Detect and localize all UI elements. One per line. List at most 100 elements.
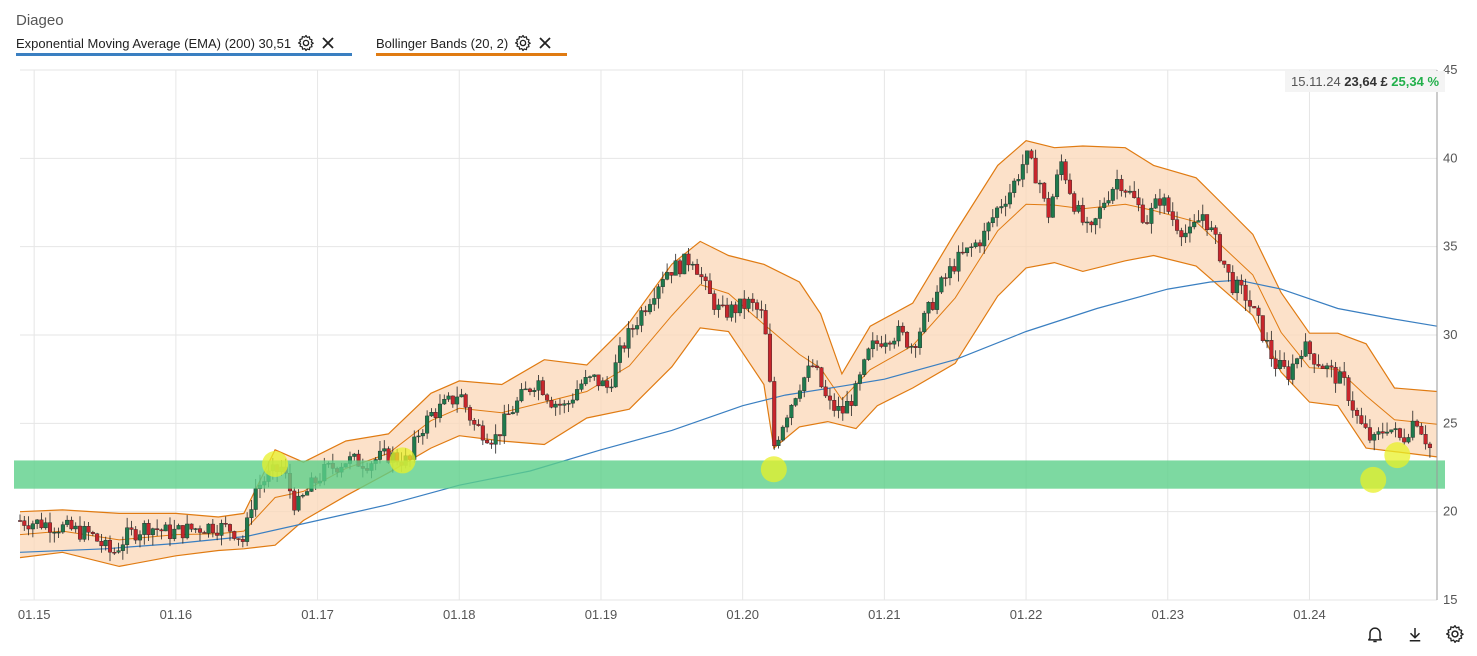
highlight-marker: [389, 447, 416, 474]
candle-down: [1123, 190, 1128, 193]
gear-icon[interactable]: [514, 34, 532, 52]
candle-down: [1226, 264, 1231, 273]
candle-down: [643, 310, 648, 313]
candle-up: [515, 400, 520, 413]
close-icon[interactable]: [538, 36, 552, 50]
candle-up: [1192, 222, 1197, 228]
candle-up: [1200, 214, 1205, 221]
candle-down: [1402, 437, 1407, 443]
candle-down: [1415, 420, 1420, 427]
candle-up: [870, 340, 875, 350]
candle-down: [1316, 364, 1321, 367]
candle-up: [35, 519, 40, 524]
candle-up: [776, 439, 781, 446]
close-icon[interactable]: [321, 36, 335, 50]
gear-icon[interactable]: [297, 34, 315, 52]
bell-icon[interactable]: [1365, 624, 1385, 644]
candle-up: [382, 448, 387, 452]
candle-down: [827, 395, 832, 401]
candle-up: [420, 433, 425, 437]
candle-up: [990, 217, 995, 224]
y-tick-label: 45: [1443, 62, 1457, 77]
candle-up: [56, 531, 61, 534]
candle-down: [875, 340, 880, 344]
highlight-marker: [1384, 442, 1411, 469]
candle-up: [566, 403, 571, 405]
candle-down: [1089, 221, 1094, 226]
candle-up: [536, 380, 541, 391]
bollinger-band-fill: [20, 140, 1437, 567]
candle-up: [780, 426, 785, 441]
candle-down: [1243, 284, 1248, 301]
candle-down: [1329, 365, 1334, 368]
candle-down: [1380, 431, 1385, 434]
candle-up: [896, 325, 901, 342]
candle-up: [909, 346, 914, 348]
candle-up: [1012, 180, 1017, 193]
candle-down: [197, 528, 202, 533]
candle-up: [120, 544, 125, 551]
candle-down: [223, 523, 228, 525]
candle-up: [716, 304, 721, 310]
candle-up: [1007, 192, 1012, 205]
candle-up: [352, 453, 357, 457]
candle-up: [737, 298, 742, 314]
candle-down: [167, 524, 172, 539]
candle-up: [103, 539, 108, 547]
candle-up: [510, 412, 515, 415]
candle-up: [249, 509, 254, 518]
highlight-marker: [1360, 466, 1387, 493]
candle-down: [1286, 366, 1291, 380]
x-tick-label: 01.21: [868, 607, 901, 622]
candle-down: [1363, 423, 1368, 428]
candle-up: [172, 528, 177, 539]
gear-icon[interactable]: [1445, 624, 1465, 644]
candle-down: [1269, 340, 1274, 360]
candle-up: [729, 304, 734, 318]
candle-down: [1333, 366, 1338, 384]
bollinger-indicator-tag[interactable]: Bollinger Bands (20, 2): [376, 34, 567, 56]
candle-down: [1042, 182, 1047, 199]
candle-down: [1080, 205, 1085, 223]
candle-up: [1102, 202, 1107, 208]
chart-toolbar: [1365, 624, 1465, 644]
candle-up: [437, 403, 442, 418]
candle-down: [759, 309, 764, 311]
candle-up: [553, 403, 558, 408]
candle-down: [472, 420, 477, 425]
candle-down: [202, 532, 207, 534]
y-tick-label: 25: [1443, 415, 1457, 430]
x-tick-label: 01.23: [1151, 607, 1184, 622]
candle-down: [913, 346, 918, 348]
candle-up: [519, 389, 524, 402]
candle-up: [973, 242, 978, 248]
candle-up: [652, 298, 657, 305]
candle-up: [866, 348, 871, 360]
candle-up: [746, 298, 751, 309]
candle-up: [656, 286, 661, 299]
candle-up: [935, 291, 940, 310]
candle-up: [1037, 182, 1042, 185]
candle-up: [502, 413, 507, 437]
candle-down: [1222, 260, 1227, 265]
ema-indicator-tag[interactable]: Exponential Moving Average (EMA) (200) 3…: [16, 34, 352, 56]
candle-down: [463, 394, 468, 408]
candle-down: [707, 280, 712, 294]
candle-up: [116, 550, 121, 553]
candle-up: [1209, 227, 1214, 231]
candle-down: [107, 539, 112, 553]
candle-down: [485, 439, 490, 444]
candle-up: [673, 260, 678, 276]
candle-up: [926, 301, 931, 314]
candle-down: [433, 412, 438, 418]
candle-up: [429, 412, 434, 417]
candle-down: [1166, 197, 1171, 212]
candle-up: [626, 328, 631, 349]
candle-down: [1067, 179, 1072, 194]
x-tick-label: 01.16: [160, 607, 193, 622]
candle-up: [1393, 428, 1398, 431]
candle-up: [60, 524, 65, 533]
x-tick-label: 01.22: [1010, 607, 1043, 622]
download-icon[interactable]: [1405, 624, 1425, 644]
